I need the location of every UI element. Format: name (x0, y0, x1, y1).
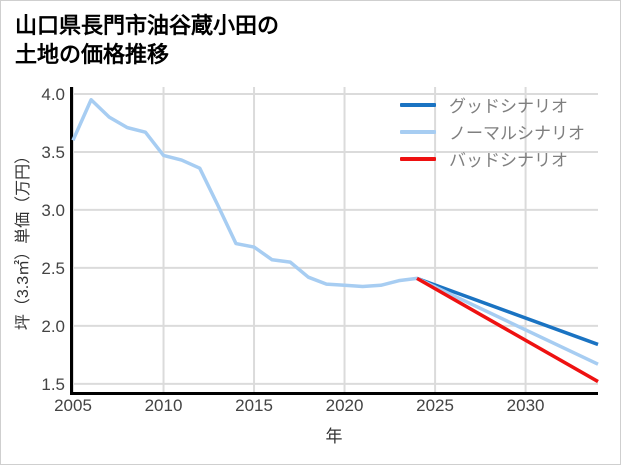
legend: グッドシナリオ ノーマルシナリオ バッドシナリオ (400, 91, 585, 172)
bad-scenario-line-swatch (400, 156, 436, 161)
y-tick-label: 1.5 (41, 375, 65, 394)
x-tick-label: 2010 (145, 396, 183, 415)
legend-label: ノーマルシナリオ (449, 124, 585, 143)
x-axis-label: 年 (325, 427, 343, 446)
y-tick-label: 2.0 (41, 317, 65, 336)
y-tick-label: 3.0 (41, 201, 65, 220)
page-title-line1: 山口県長門市油谷蔵小田の (15, 13, 280, 38)
series-line-1 (71, 98, 599, 366)
legend-label: グッドシナリオ (449, 97, 568, 116)
series-line-2 (416, 276, 599, 384)
x-tick-label: 2015 (235, 396, 273, 415)
page-title: 山口県長門市油谷蔵小田の 土地の価格推移 (15, 11, 279, 69)
legend-item-bad-scenario: バッドシナリオ (400, 145, 585, 172)
x-tick-label: 2005 (54, 396, 92, 415)
legend-item-normal-scenario: ノーマルシナリオ (400, 118, 585, 145)
y-tick-label: 3.5 (41, 143, 65, 162)
x-tick-label: 2020 (326, 396, 364, 415)
y-tick-label: 4.0 (41, 85, 65, 104)
y-tick-label: 2.5 (41, 259, 65, 278)
y-axis-label: 坪（3.3㎡）単価（万円） (15, 147, 32, 331)
normal-scenario-line-swatch (400, 129, 436, 134)
good-scenario-line-swatch (400, 102, 436, 107)
x-tick-label: 2025 (416, 396, 454, 415)
x-tick-label: 2030 (507, 396, 545, 415)
series-line-0 (416, 276, 599, 347)
page-title-line2: 土地の価格推移 (15, 42, 170, 67)
legend-item-good-scenario: グッドシナリオ (400, 91, 585, 118)
legend-label: バッドシナリオ (449, 151, 568, 170)
